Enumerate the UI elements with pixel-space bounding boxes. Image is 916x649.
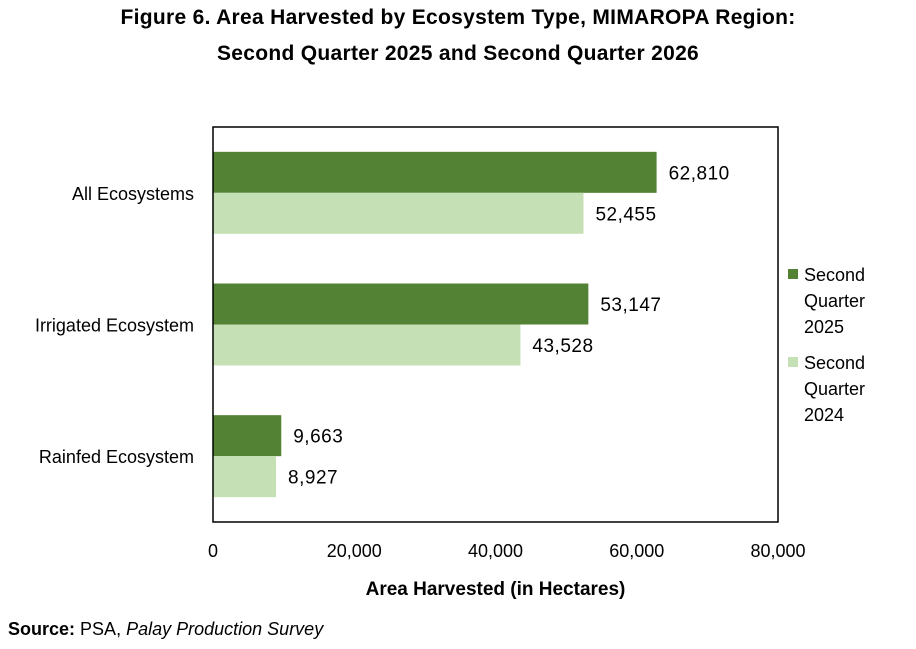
bar [213,192,584,234]
source-survey: Palay Production Survey [126,619,324,639]
legend-swatch [788,269,798,279]
legend-label: Quarter [804,291,865,311]
bar [213,283,589,325]
legend-swatch [788,357,798,367]
category-label: Irrigated Ecosystem [35,316,194,336]
data-label: 43,528 [532,336,593,357]
x-axis-label: Area Harvested (in Hectares) [366,579,626,600]
bar [213,456,277,498]
x-tick-label: 80,000 [750,541,805,561]
category-label: All Ecosystems [72,184,194,204]
bar [213,415,282,457]
source-note: Source: PSA, Palay Production Survey [8,619,323,640]
data-label: 53,147 [600,295,661,316]
chart-subtitle: Second Quarter 2025 and Second Quarter 2… [216,42,700,65]
bar [213,151,657,193]
legend-label: Second [804,265,865,285]
legend-label: Quarter [804,379,865,399]
category-label: Rainfed Ecosystem [39,447,194,467]
data-label: 8,927 [288,468,338,489]
legend-label: 2024 [804,405,844,425]
source-label: Source: [8,619,76,639]
data-label: 52,455 [595,204,656,225]
plot-border [212,126,779,523]
bar [213,324,521,366]
x-tick-label: 40,000 [468,541,523,561]
x-tick-label: 60,000 [609,541,664,561]
legend-label: 2025 [804,317,844,337]
legend-label: Second [804,353,865,373]
chart-title: Figure 6. Area Harvested by Ecosystem Ty… [120,6,796,29]
x-tick-label: 20,000 [327,541,382,561]
data-label: 62,810 [669,163,730,184]
source-agency: PSA, [80,619,122,639]
data-label: 9,663 [293,427,343,448]
x-tick-label: 0 [208,541,218,561]
